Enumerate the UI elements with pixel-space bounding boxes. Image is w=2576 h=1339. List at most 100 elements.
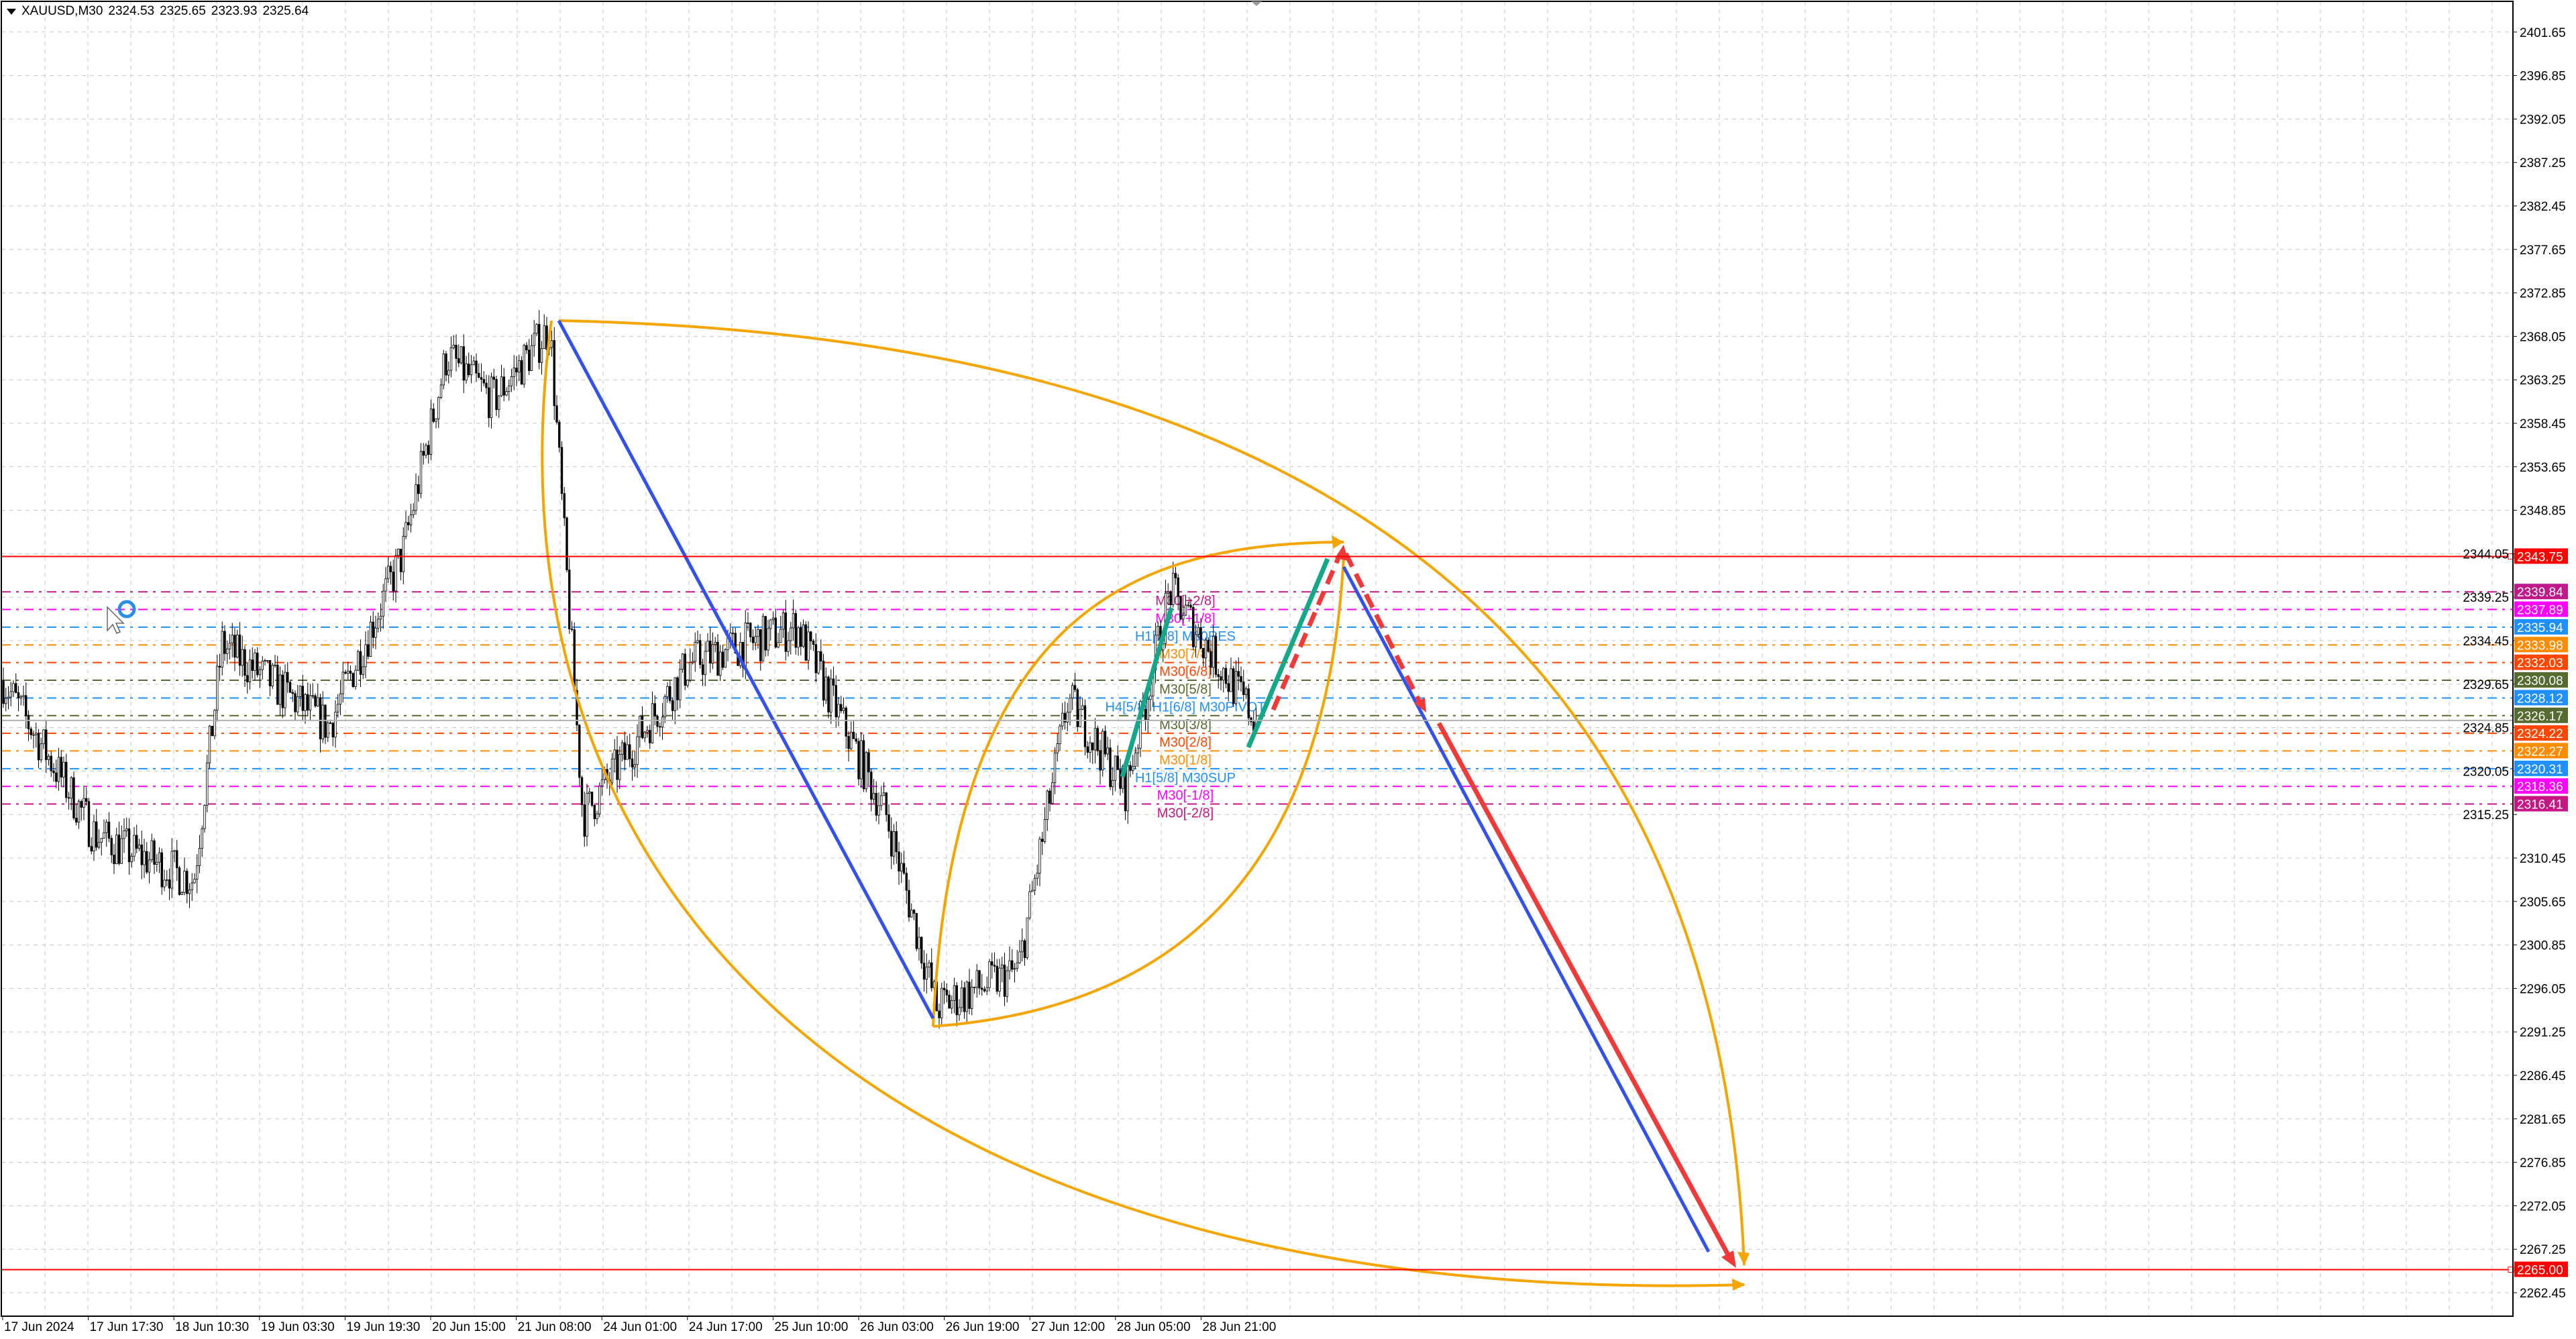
arc-lower-small[interactable] bbox=[932, 556, 1345, 1028]
candle-body bbox=[867, 752, 870, 773]
candle-body bbox=[211, 725, 213, 737]
candle-body bbox=[412, 510, 415, 515]
candle-body bbox=[1202, 647, 1205, 659]
triangle-down-icon[interactable] bbox=[7, 8, 16, 15]
candle-body bbox=[1056, 743, 1059, 753]
arc-lower-large[interactable] bbox=[541, 320, 1745, 1287]
candle-body bbox=[955, 985, 958, 1016]
candle-body bbox=[297, 696, 299, 712]
candle-body bbox=[676, 677, 679, 700]
arc-upper-small[interactable] bbox=[932, 541, 1344, 1027]
wave-line-up-2[interactable] bbox=[1246, 557, 1330, 749]
candle-body bbox=[329, 722, 332, 725]
time-tick-label: 17 Jun 17:30 bbox=[90, 1320, 164, 1334]
level-name: M30[-1/8] bbox=[1157, 788, 1214, 803]
candle-body bbox=[409, 514, 413, 525]
candle-body bbox=[439, 384, 443, 398]
candle-body bbox=[1089, 742, 1091, 753]
candle-body bbox=[55, 772, 58, 782]
candle-body bbox=[146, 851, 148, 873]
candle-body bbox=[130, 855, 133, 863]
candle-body bbox=[47, 755, 50, 760]
candle-body bbox=[435, 418, 437, 422]
candle-body bbox=[1071, 685, 1074, 698]
candle-body bbox=[797, 627, 800, 648]
candle-body bbox=[623, 742, 626, 760]
wave-line-up-1[interactable] bbox=[1120, 607, 1174, 778]
candle-body bbox=[115, 835, 118, 865]
candle-body bbox=[1199, 627, 1202, 649]
candle-body bbox=[771, 617, 775, 621]
candle-body bbox=[97, 842, 101, 848]
level-price-badge bbox=[2514, 637, 2568, 653]
candle-body bbox=[855, 738, 857, 742]
candle-body bbox=[845, 707, 847, 737]
candle-body bbox=[543, 325, 545, 349]
candle-body bbox=[148, 859, 151, 873]
candle-body bbox=[804, 624, 807, 661]
trend-line-down-2[interactable] bbox=[1342, 566, 1711, 1253]
level-name: M30[7/8] bbox=[1159, 647, 1212, 661]
price-axis[interactable]: 2401.65 2396.85 2392.05 2387.25 2382.45 2377.… bbox=[2463, 26, 2565, 1301]
forecast-line-down[interactable] bbox=[1436, 722, 1732, 1258]
level-name: M30[2/8] bbox=[1159, 735, 1212, 750]
scroll-marker-icon[interactable] bbox=[1251, 1, 1262, 6]
candle-body bbox=[271, 665, 274, 687]
price-tick-label: 2353.65 bbox=[2520, 461, 2566, 475]
candle-body bbox=[588, 792, 591, 794]
level-name: M30[-2/8] bbox=[1157, 806, 1214, 821]
level-price-label: 2318.36 bbox=[2517, 780, 2563, 794]
price-tick-label: 2281.65 bbox=[2520, 1113, 2566, 1127]
arrowhead-orange-icon bbox=[1332, 535, 1344, 549]
time-tick-label: 18 Jun 10:30 bbox=[175, 1320, 249, 1334]
candle-body bbox=[820, 651, 822, 661]
candle-body bbox=[362, 666, 364, 675]
candle-body bbox=[880, 795, 883, 806]
candle-body bbox=[563, 493, 566, 519]
time-tick-label: 19 Jun 03:30 bbox=[261, 1320, 335, 1334]
price-tick-label: 2296.05 bbox=[2520, 982, 2566, 996]
candle-body bbox=[777, 642, 780, 648]
price-tick-label: 2372.85 bbox=[2520, 287, 2566, 301]
drawings[interactable] bbox=[541, 319, 1750, 1291]
crosshair-circle-icon[interactable] bbox=[117, 600, 136, 619]
candle-body bbox=[1212, 636, 1215, 668]
candle-body bbox=[749, 623, 752, 637]
candle-body bbox=[619, 754, 621, 780]
forecast-dashed-up[interactable] bbox=[1271, 552, 1343, 711]
candle-body bbox=[331, 722, 334, 738]
candle-body bbox=[15, 683, 17, 693]
time-axis[interactable]: 17 Jun 2024 17 Jun 17:30 18 Jun 10:30 19 Ju… bbox=[2, 1316, 1276, 1334]
candle-body bbox=[261, 660, 264, 670]
candle-body bbox=[1134, 752, 1137, 767]
candle-body bbox=[870, 771, 873, 800]
candle-body bbox=[1116, 755, 1119, 770]
candle-body bbox=[671, 700, 674, 711]
candle-body bbox=[656, 716, 659, 727]
candle-body bbox=[898, 851, 900, 871]
candle-body bbox=[1083, 705, 1087, 747]
price-tick-label: 2329.65 bbox=[2463, 678, 2509, 692]
price-tick-label: 2276.85 bbox=[2520, 1157, 2566, 1171]
candle-body bbox=[1172, 573, 1175, 606]
candle-body bbox=[1026, 917, 1028, 958]
candle-body bbox=[186, 871, 189, 894]
candle-body bbox=[550, 340, 553, 348]
time-tick-label: 17 Jun 2024 bbox=[4, 1320, 74, 1334]
candle-body bbox=[558, 421, 561, 448]
candle-body bbox=[281, 674, 284, 708]
level-price-label: 2320.31 bbox=[2517, 763, 2563, 777]
trend-line-down-1[interactable] bbox=[557, 319, 935, 1020]
candle-body bbox=[133, 835, 136, 857]
horizontal-lines[interactable] bbox=[1, 553, 2514, 1273]
candle-body bbox=[560, 447, 564, 494]
candle-body bbox=[568, 570, 571, 630]
candle-body bbox=[1220, 676, 1222, 681]
arc-upper-large[interactable] bbox=[558, 319, 1746, 1266]
forecast-dashed-down[interactable] bbox=[1343, 552, 1424, 706]
candle-body bbox=[1232, 668, 1235, 704]
candle-body bbox=[1244, 688, 1248, 695]
candle-body bbox=[344, 672, 347, 674]
candle-body bbox=[415, 484, 417, 511]
